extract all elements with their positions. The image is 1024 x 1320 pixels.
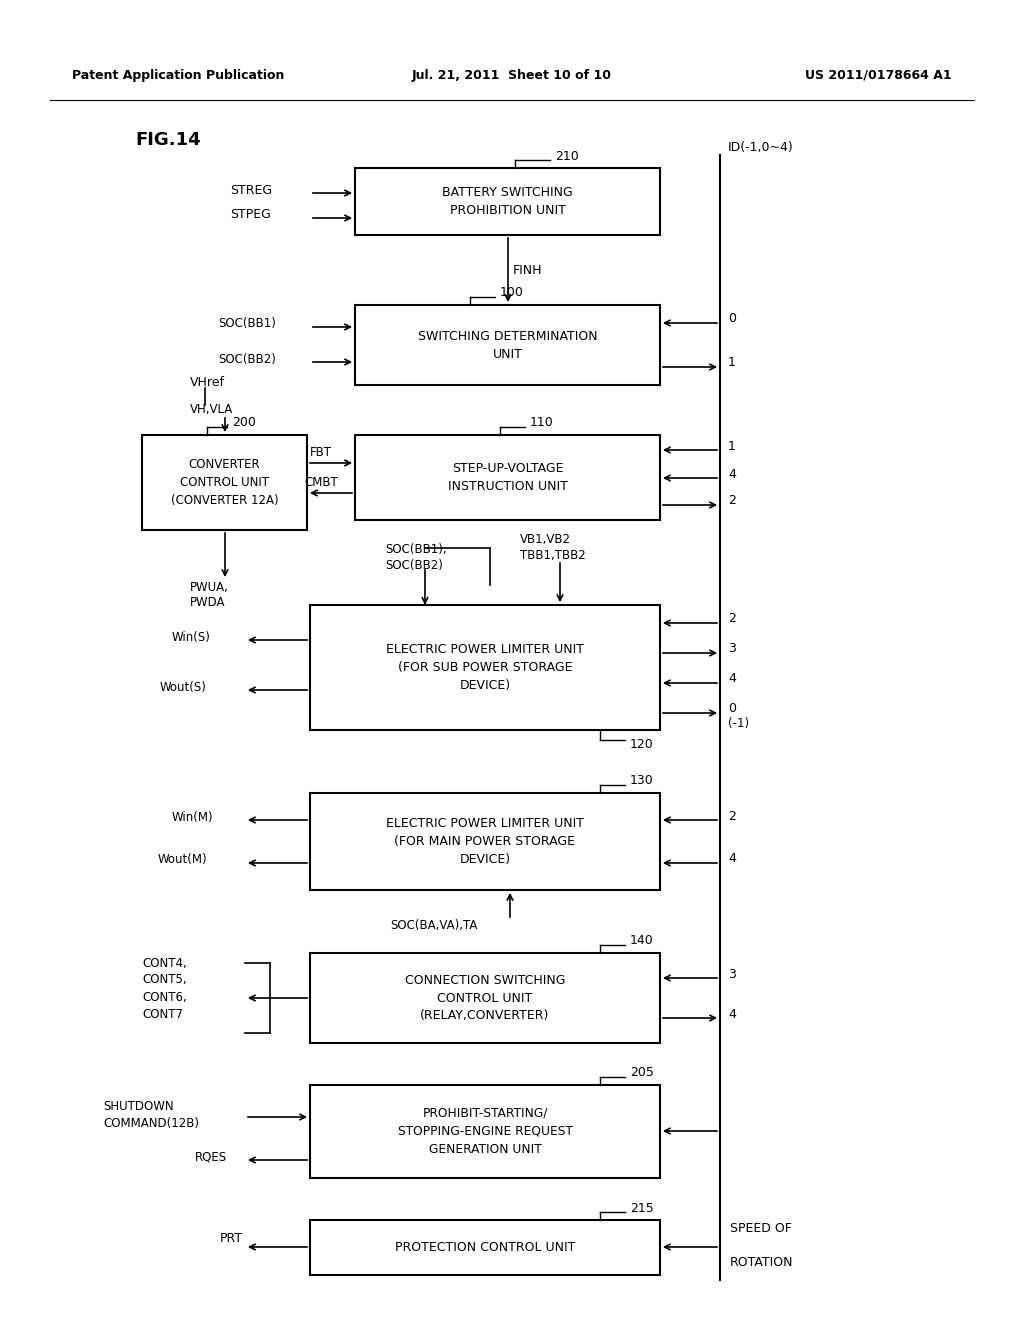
- Text: VH,VLA: VH,VLA: [190, 404, 233, 417]
- Text: 200: 200: [232, 417, 256, 429]
- Text: FIG.14: FIG.14: [135, 131, 201, 149]
- Text: (-1): (-1): [728, 717, 750, 730]
- Text: STEP-UP-VOLTAGE
INSTRUCTION UNIT: STEP-UP-VOLTAGE INSTRUCTION UNIT: [447, 462, 567, 492]
- Text: Wout(M): Wout(M): [158, 854, 208, 866]
- Text: Patent Application Publication: Patent Application Publication: [72, 69, 285, 82]
- Text: 4: 4: [728, 1007, 736, 1020]
- Text: ID(-1,0~4): ID(-1,0~4): [728, 141, 794, 154]
- Text: 3: 3: [728, 643, 736, 656]
- Text: ELECTRIC POWER LIMITER UNIT
(FOR SUB POWER STORAGE
DEVICE): ELECTRIC POWER LIMITER UNIT (FOR SUB POW…: [386, 643, 584, 692]
- Bar: [310, 793, 660, 890]
- Text: COMMAND(12B): COMMAND(12B): [103, 1117, 199, 1130]
- Text: Wout(S): Wout(S): [160, 681, 207, 693]
- Text: 4: 4: [728, 853, 736, 866]
- Text: SOC(BA,VA),TA: SOC(BA,VA),TA: [390, 919, 477, 932]
- Text: FBT: FBT: [310, 446, 332, 459]
- Text: FINH: FINH: [513, 264, 543, 276]
- Bar: [355, 168, 660, 235]
- Text: PWUA,: PWUA,: [190, 582, 229, 594]
- Text: CONT5,: CONT5,: [142, 974, 186, 986]
- Bar: [310, 605, 660, 730]
- Bar: [310, 1220, 660, 1275]
- Text: CONT6,: CONT6,: [142, 990, 186, 1003]
- Text: CONNECTION SWITCHING
CONTROL UNIT
(RELAY,CONVERTER): CONNECTION SWITCHING CONTROL UNIT (RELAY…: [404, 974, 565, 1023]
- Text: 2: 2: [728, 495, 736, 507]
- Text: SOC(BB1): SOC(BB1): [218, 318, 275, 330]
- Text: SOC(BB2): SOC(BB2): [385, 560, 442, 573]
- Text: 110: 110: [530, 417, 554, 429]
- Text: TBB1,TBB2: TBB1,TBB2: [520, 549, 586, 562]
- Text: Jul. 21, 2011  Sheet 10 of 10: Jul. 21, 2011 Sheet 10 of 10: [412, 69, 612, 82]
- Bar: [310, 953, 660, 1043]
- Text: CONVERTER
CONTROL UNIT
(CONVERTER 12A): CONVERTER CONTROL UNIT (CONVERTER 12A): [171, 458, 279, 507]
- Text: PROTECTION CONTROL UNIT: PROTECTION CONTROL UNIT: [395, 1241, 575, 1254]
- Text: 3: 3: [728, 968, 736, 981]
- Text: 130: 130: [630, 775, 653, 788]
- Text: SOC(BB1),: SOC(BB1),: [385, 544, 446, 557]
- Text: 0: 0: [728, 313, 736, 326]
- Bar: [142, 436, 307, 531]
- Text: 215: 215: [630, 1201, 653, 1214]
- Text: PWDA: PWDA: [190, 597, 225, 610]
- Text: BATTERY SWITCHING
PROHIBITION UNIT: BATTERY SWITCHING PROHIBITION UNIT: [442, 186, 572, 216]
- Text: 2: 2: [728, 809, 736, 822]
- Text: 210: 210: [555, 149, 579, 162]
- Text: 4: 4: [728, 672, 736, 685]
- Text: Win(S): Win(S): [172, 631, 211, 644]
- Text: 1: 1: [728, 356, 736, 370]
- Text: VHref: VHref: [190, 376, 225, 389]
- Text: ELECTRIC POWER LIMITER UNIT
(FOR MAIN POWER STORAGE
DEVICE): ELECTRIC POWER LIMITER UNIT (FOR MAIN PO…: [386, 817, 584, 866]
- Text: PROHIBIT-STARTING/
STOPPING-ENGINE REQUEST
GENERATION UNIT: PROHIBIT-STARTING/ STOPPING-ENGINE REQUE…: [397, 1107, 572, 1156]
- Bar: [355, 305, 660, 385]
- Text: CMBT: CMBT: [304, 477, 338, 490]
- Text: CONT4,: CONT4,: [142, 957, 186, 969]
- Text: 120: 120: [630, 738, 653, 751]
- Bar: [355, 436, 660, 520]
- Text: SWITCHING DETERMINATION
UNIT: SWITCHING DETERMINATION UNIT: [418, 330, 597, 360]
- Text: SPEED OF: SPEED OF: [730, 1222, 792, 1236]
- Text: 100: 100: [500, 286, 524, 300]
- Bar: [310, 1085, 660, 1177]
- Text: PRT: PRT: [220, 1233, 243, 1246]
- Text: 0: 0: [728, 702, 736, 715]
- Text: SHUTDOWN: SHUTDOWN: [103, 1101, 174, 1114]
- Text: 4: 4: [728, 467, 736, 480]
- Text: RQES: RQES: [195, 1151, 227, 1163]
- Text: SOC(BB2): SOC(BB2): [218, 352, 275, 366]
- Text: STREG: STREG: [230, 183, 272, 197]
- Text: US 2011/0178664 A1: US 2011/0178664 A1: [805, 69, 952, 82]
- Text: 1: 1: [728, 440, 736, 453]
- Text: STPEG: STPEG: [230, 209, 271, 222]
- Text: 205: 205: [630, 1067, 654, 1080]
- Text: 2: 2: [728, 612, 736, 626]
- Text: ROTATION: ROTATION: [730, 1255, 794, 1269]
- Text: Win(M): Win(M): [172, 810, 214, 824]
- Text: VB1,VB2: VB1,VB2: [520, 533, 571, 546]
- Text: CONT7: CONT7: [142, 1007, 183, 1020]
- Text: 140: 140: [630, 935, 653, 948]
